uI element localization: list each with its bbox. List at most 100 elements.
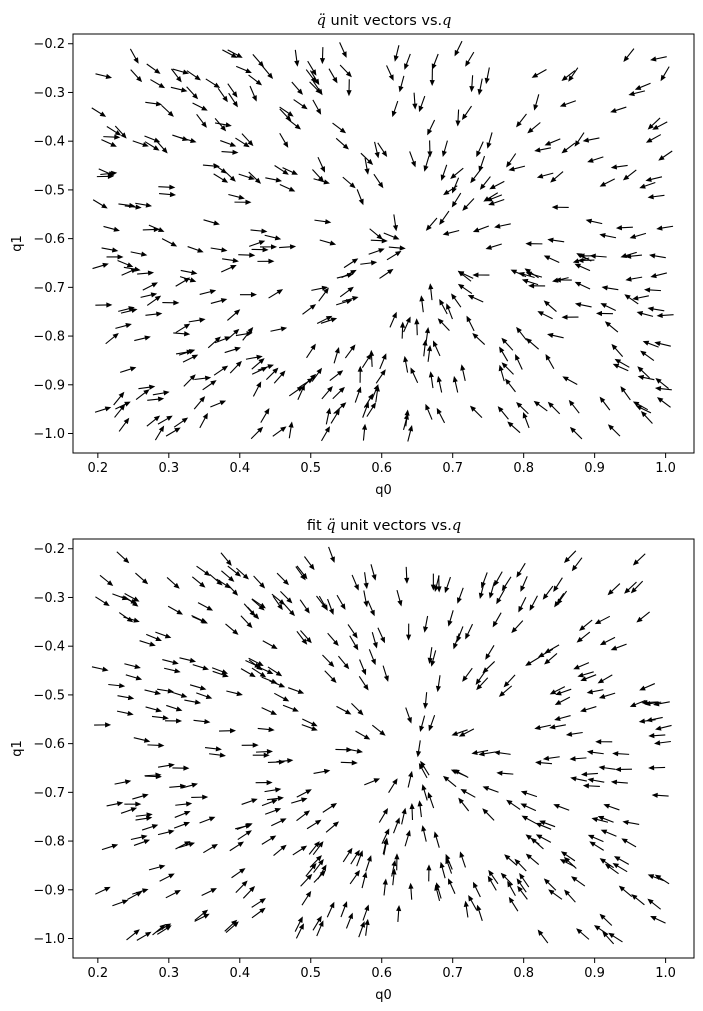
quiver-arrow: [635, 405, 652, 414]
quiver-arrow: [587, 156, 604, 163]
quiver-arrow: [207, 336, 221, 349]
quiver-arrow: [594, 615, 611, 625]
quiver-arrow: [272, 595, 283, 611]
quiver-arrow: [445, 853, 453, 870]
quiver-arrow: [106, 254, 124, 260]
quiver-arrow: [202, 163, 220, 169]
quiver-arrow: [154, 425, 165, 441]
quiver-arrow: [611, 343, 624, 357]
quiver-arrow: [357, 365, 363, 383]
quiver-arrow: [409, 151, 416, 168]
quiver-arrow: [365, 855, 372, 872]
quiver-arrow: [171, 691, 188, 698]
quiver-arrow: [472, 272, 490, 278]
quiver-arrow: [442, 229, 460, 236]
quiver-arrow: [508, 896, 519, 912]
quiver-arrow: [501, 362, 514, 375]
quiver-arrow: [273, 370, 286, 384]
quiver-arrow: [158, 184, 176, 190]
quiver-arrow: [459, 851, 466, 868]
quiver-arrow: [213, 365, 229, 376]
quiver-arrow: [222, 257, 239, 263]
quiver-arrow: [458, 797, 470, 812]
quiver-arrow: [133, 839, 151, 846]
quiver-arrow: [209, 573, 223, 586]
quiver-arrow: [656, 312, 674, 319]
quiver-arrow: [264, 787, 282, 793]
quiver-arrow: [221, 149, 239, 155]
quiver-arrow: [199, 816, 216, 824]
quiver-arrow: [568, 67, 579, 82]
quiver-arrow: [227, 565, 242, 577]
quiver-arrow: [443, 185, 458, 196]
x-tick-label: 1.0: [655, 461, 676, 476]
quiver-arrow: [222, 49, 238, 58]
quiver-arrow: [295, 923, 304, 939]
quiver-arrow: [603, 803, 620, 811]
quiver-arrow: [598, 765, 616, 771]
quiver-arrow: [319, 47, 326, 65]
quiver-arrow: [467, 295, 484, 303]
quiver-arrow: [186, 86, 199, 100]
quiver-arrow: [223, 169, 236, 182]
quiver-arrow: [456, 626, 464, 643]
quiver-arrow: [368, 248, 385, 255]
quiver-arrow: [622, 819, 640, 826]
quiver-arrow: [252, 752, 270, 758]
quiver-arrow: [613, 856, 630, 865]
quiver-arrow: [301, 890, 312, 906]
quiver-arrow: [124, 801, 142, 807]
quiver-arrow: [636, 311, 654, 317]
quiver-arrow: [103, 134, 121, 140]
quiver-arrow: [430, 650, 437, 667]
quiver-arrow: [316, 920, 324, 937]
quiver-arrow: [240, 615, 253, 629]
quiver-arrow: [287, 118, 302, 130]
quiver-arrow: [147, 742, 165, 748]
quiver-arrow: [628, 90, 646, 97]
quiver-arrow: [375, 369, 386, 384]
quiver-arrow: [299, 599, 310, 614]
quiver-arrow: [191, 794, 209, 800]
quiver-arrow: [496, 770, 514, 776]
quiver-arrow: [257, 364, 274, 371]
quiver-arrow: [542, 755, 560, 761]
quiver-arrow: [591, 817, 609, 823]
quiver-arrow: [612, 863, 628, 873]
quiver-arrow: [446, 303, 453, 320]
quiver-arrow: [354, 386, 362, 403]
quiver-arrow: [306, 819, 322, 830]
quiver-arrow: [612, 363, 629, 372]
x-tick-label: 1.0: [655, 966, 676, 981]
quiver-arrow: [537, 929, 549, 944]
quiver-arrow: [564, 889, 576, 903]
quiver-arrow: [325, 821, 340, 833]
quiver-arrow: [550, 171, 564, 183]
quiver-arrow: [599, 178, 615, 187]
quiver-arrow: [183, 374, 196, 387]
quiver-arrow: [640, 350, 655, 362]
quiver-arrow: [161, 104, 174, 117]
quiver-arrow: [394, 853, 400, 871]
chart-bottom: fit q̈ unit vectors vs.q 0.2 0.3 0.4 0.5 0.6…: [10, 518, 695, 1003]
quiver-arrow: [279, 183, 296, 192]
quiver-arrow: [447, 610, 454, 627]
quiver-arrow: [188, 317, 206, 323]
quiver-arrow: [624, 581, 637, 594]
quiver-arrow: [130, 251, 148, 257]
quiver-arrow: [632, 401, 649, 411]
quiver-arrow: [112, 899, 129, 907]
quiver-arrow: [202, 380, 217, 391]
quiver-arrow: [607, 583, 621, 596]
quiver-arrow: [516, 401, 529, 415]
quiver-arrow: [103, 225, 120, 232]
quiver-arrow: [522, 412, 530, 429]
quiver-arrow: [654, 341, 671, 347]
quiver-arrow: [134, 335, 151, 342]
quiver-arrow: [428, 371, 434, 389]
quiver-arrow: [250, 228, 268, 234]
quiver-arrow: [407, 770, 414, 788]
quiver-arrow: [482, 808, 495, 821]
quiver-arrow: [312, 841, 324, 856]
